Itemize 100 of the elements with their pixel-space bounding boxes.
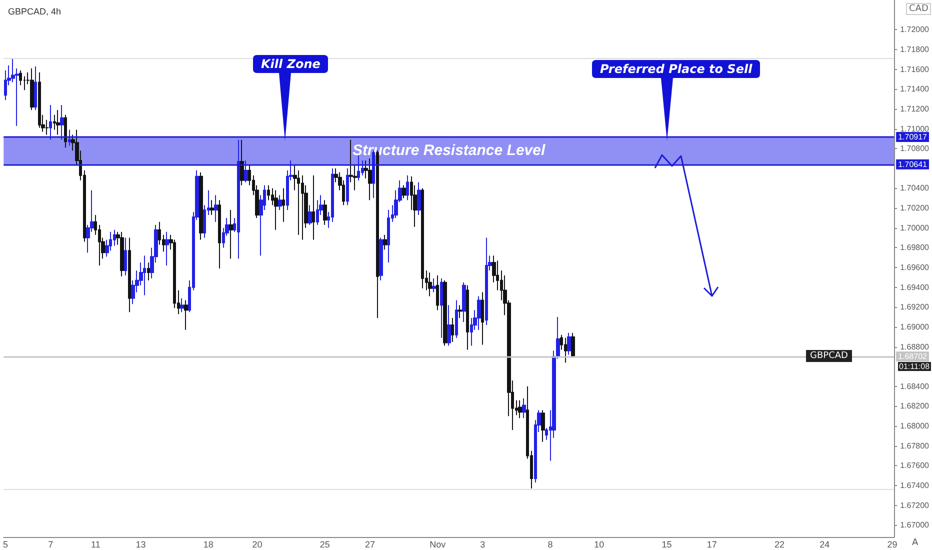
candlestick [218, 200, 221, 269]
y-tick-label: 1.68400 [900, 382, 930, 391]
x-tick-label: 8 [548, 540, 553, 550]
x-tick-label: 24 [820, 540, 830, 550]
candlestick [564, 337, 567, 364]
candlestick [440, 278, 443, 338]
candlestick [428, 272, 432, 297]
x-tick-label: 25 [320, 540, 330, 550]
candlestick [53, 114, 56, 130]
y-tick-label: 1.69400 [900, 282, 930, 292]
candlestick [274, 190, 278, 230]
y-tick-label: 1.69800 [900, 243, 930, 252]
x-tick-label: 3 [480, 540, 486, 550]
x-tick-label: 20 [252, 540, 262, 550]
candlestick [466, 284, 469, 350]
text: A [912, 538, 918, 548]
candlestick [481, 292, 484, 346]
candlestick [38, 72, 41, 128]
candlestick [541, 410, 545, 442]
x-tick-label: 18 [203, 540, 214, 550]
candlestick [278, 194, 282, 211]
candlestick [56, 109, 60, 136]
y-tick-label: 1.67600 [900, 461, 930, 470]
y-tick-label: 1.70800 [900, 144, 930, 154]
candlestick [214, 194, 218, 222]
y-tick-label: 1.67000 [900, 520, 930, 530]
annotation: Preferred Place to Sell [599, 61, 754, 78]
candlestick [477, 296, 481, 330]
y-tick-label: 1.71800 [900, 45, 930, 54]
candlestick [451, 318, 454, 342]
y-tick-label: 1.71000 [900, 124, 930, 134]
y-tick-label: 1.70000 [900, 223, 930, 232]
annotation: GBPCAD [806, 350, 852, 362]
candlestick [368, 158, 372, 201]
candlestick [199, 172, 203, 240]
candlestick [455, 300, 458, 338]
text: CAD [906, 3, 932, 15]
candlestick [443, 280, 447, 346]
y-tick-label: 1.69000 [900, 322, 930, 332]
candlestick [64, 114, 67, 148]
candlestick [458, 304, 462, 319]
y-tick-label: 1.71600 [900, 64, 930, 74]
candlestick [436, 274, 439, 311]
candlestick [402, 184, 406, 199]
x-tick-label: 29 [887, 540, 898, 550]
candlestick [210, 200, 214, 216]
x-tick-label: 22 [774, 540, 784, 550]
candlestick [379, 237, 383, 281]
candlestick [143, 255, 146, 296]
candlestick [301, 174, 304, 240]
candlestick [567, 332, 571, 356]
candlestick [346, 168, 349, 206]
y-tick-label: 1.68800 [900, 342, 930, 352]
y-tick-label: 1.70400 [900, 184, 930, 193]
candlestick [447, 304, 451, 346]
x-tick-label: 7 [48, 540, 54, 550]
candlestick [45, 119, 49, 136]
candlestick [19, 70, 22, 86]
candlestick [323, 200, 327, 226]
x-tick-label: 10 [594, 540, 604, 550]
x-tick-label: 17 [706, 540, 717, 550]
annotation: Kill Zone [260, 56, 322, 73]
candlestick [267, 184, 270, 201]
x-tick-label: 13 [136, 540, 146, 550]
candlestick [240, 139, 244, 186]
candlestick [180, 298, 184, 313]
text: 01:11:08 [898, 362, 931, 371]
candlestick [571, 332, 575, 358]
band-label: Structure Resistance Level [352, 142, 546, 160]
candlestick [184, 300, 188, 330]
y-tick-label: 1.67400 [900, 480, 930, 490]
candlestick [462, 282, 466, 322]
candlestick [406, 174, 409, 201]
candlestick [34, 66, 37, 110]
y-tick-label: 1.69600 [900, 263, 930, 272]
y-tick-label: 1.71400 [900, 84, 930, 94]
y-tick-label: 1.70200 [900, 204, 930, 213]
candlestick [421, 188, 424, 289]
y-tick-label: 1.67200 [900, 500, 930, 510]
x-tick-label: Nov [430, 540, 446, 550]
x-tick-label: 15 [662, 540, 672, 550]
ref-line-label: 1.70917 [898, 132, 928, 142]
candlestick [432, 278, 436, 293]
y-tick-label: 1.68200 [900, 402, 930, 411]
candlestick [165, 231, 169, 266]
candlestick [417, 182, 421, 216]
x-tick-label: 5 [2, 540, 8, 550]
y-tick-label: 1.72000 [900, 25, 930, 34]
candlestick [383, 234, 387, 250]
candlestick [124, 237, 127, 276]
x-tick-label: 11 [90, 540, 100, 550]
candlestick [308, 204, 312, 226]
y-tick-label: 1.69200 [900, 302, 930, 312]
y-tick-label: 1.67800 [900, 441, 930, 450]
candlestick [120, 231, 124, 277]
y-tick-label: 1.68000 [900, 422, 930, 431]
candlestick [312, 174, 315, 240]
y-tick-label: 1.71200 [900, 104, 930, 114]
x-tick-label: 27 [364, 540, 375, 550]
candlestick [30, 68, 34, 110]
